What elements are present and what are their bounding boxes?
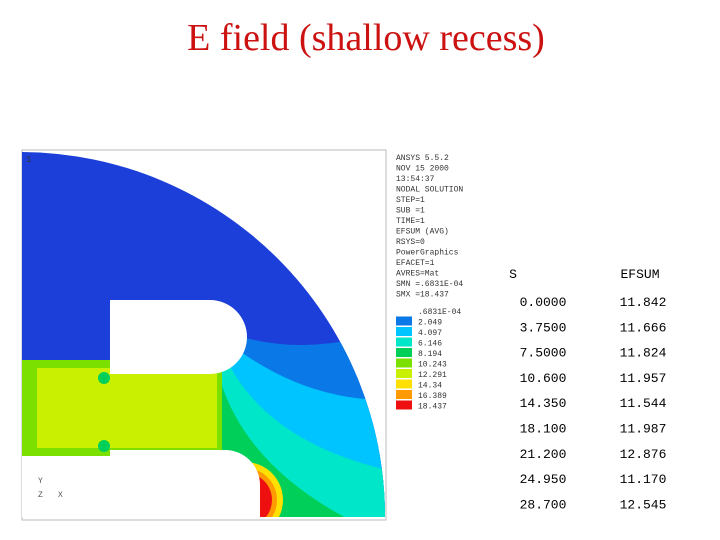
slide-title: E field (shallow recess) — [187, 17, 545, 59]
table-cell: 11.666 — [620, 320, 667, 335]
legend-label: 18.437 — [418, 403, 447, 412]
legend-swatch — [396, 400, 412, 410]
info-line: SMN =.6831E-04 — [396, 280, 463, 289]
legend-label: 12.291 — [418, 371, 447, 380]
table-cell: 14.350 — [520, 396, 567, 411]
table-cell: 11.544 — [620, 396, 667, 411]
table-cell: 11.957 — [620, 371, 667, 386]
info-line: SMX =18.437 — [396, 291, 449, 300]
column-header: S — [509, 267, 517, 282]
legend-swatch — [396, 348, 412, 357]
info-line: PowerGraphics — [396, 249, 459, 258]
table-cell: 10.600 — [520, 371, 567, 386]
field-regions — [22, 152, 385, 517]
table-cell: 24.950 — [520, 472, 567, 487]
legend-label: 6.146 — [418, 340, 442, 349]
legend-label: 10.243 — [418, 361, 447, 370]
legend-label: 4.097 — [418, 329, 442, 338]
legend-swatch — [396, 337, 412, 347]
legend-swatch — [396, 369, 412, 378]
table-cell: 7.5000 — [520, 346, 567, 361]
info-line: NOV 15 2000 — [396, 165, 449, 174]
info-line: STEP=1 — [396, 196, 425, 205]
axis-triad-label: Y — [38, 477, 43, 486]
table-cell: 11.824 — [620, 346, 667, 361]
legend-label: 2.049 — [418, 319, 442, 328]
info-line: TIME=1 — [396, 217, 425, 226]
table-cell: 28.700 — [520, 497, 567, 512]
info-line: EFSUM (AVG) — [396, 228, 449, 237]
table-cell: 12.545 — [620, 497, 667, 512]
info-line: SUB =1 — [396, 207, 425, 216]
table-cell: 3.7500 — [520, 320, 567, 335]
info-line: ANSYS 5.5.2 — [396, 154, 449, 163]
table-cell: 11.170 — [620, 472, 667, 487]
data-table: S EFSUM 0.0000 11.842 3.7500 11.666 7.5000 11.8… — [509, 267, 667, 512]
info-line: AVRES=Mat — [396, 270, 439, 279]
window-number: 1 — [26, 155, 31, 165]
info-line: 13:54:37 — [396, 175, 435, 184]
axis-triad-label: Z — [38, 491, 43, 500]
info-line: NODAL SOLUTION — [396, 186, 463, 195]
legend-label: 8.194 — [418, 350, 442, 359]
contour-plot: 1 — [21, 149, 387, 521]
legend-swatch — [396, 390, 412, 399]
legend-swatch — [396, 358, 412, 368]
info-line: EFACET=1 — [396, 259, 435, 268]
legend-swatch — [396, 316, 412, 326]
table-cell: 18.100 — [520, 422, 567, 437]
table-cell: 21.200 — [520, 447, 567, 462]
table-cell: 0.0000 — [520, 295, 567, 310]
axis-triad-label: X — [58, 491, 63, 500]
legend-label: 14.34 — [418, 382, 442, 391]
table-cell: 11.987 — [620, 422, 667, 437]
info-line: RSYS=0 — [396, 238, 425, 247]
table-cell: 12.876 — [620, 447, 667, 462]
legend-swatch — [396, 327, 412, 336]
legend-label: 16.389 — [418, 392, 447, 401]
legend-label: .6831E-04 — [418, 308, 461, 317]
column-header: EFSUM — [620, 267, 659, 282]
legend-swatch — [396, 379, 412, 389]
table-cell: 11.842 — [620, 295, 667, 310]
